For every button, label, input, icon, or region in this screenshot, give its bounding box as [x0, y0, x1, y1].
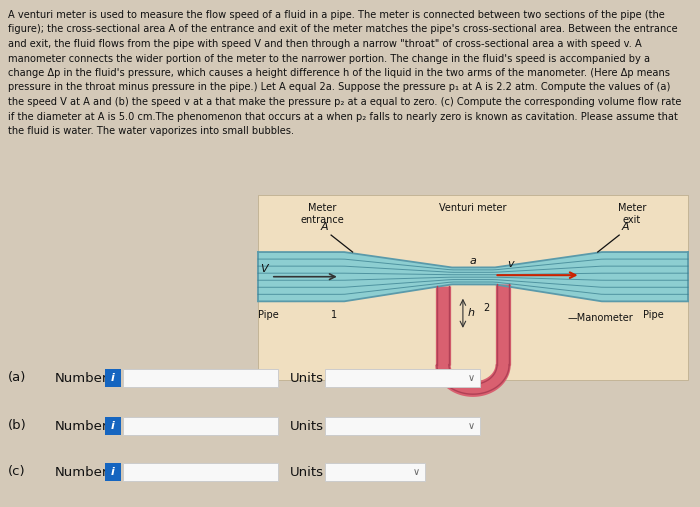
Text: 2: 2: [483, 303, 489, 312]
Text: i: i: [111, 373, 115, 383]
Bar: [258, 195, 688, 380]
Text: figure); the cross-sectional area A of the entrance and exit of the meter matche: figure); the cross-sectional area A of t…: [8, 24, 678, 34]
Text: the fluid is water. The water vaporizes into small bubbles.: the fluid is water. The water vaporizes …: [8, 126, 294, 136]
Bar: [105, 417, 121, 435]
Text: ∨: ∨: [468, 421, 475, 431]
Bar: [105, 369, 121, 387]
Bar: [123, 369, 278, 387]
Text: i: i: [111, 421, 115, 431]
Bar: [325, 369, 480, 387]
Text: i: i: [111, 467, 115, 477]
Text: Number: Number: [55, 465, 108, 479]
Text: —Manometer: —Manometer: [568, 313, 634, 323]
Text: h: h: [468, 308, 475, 318]
Text: manometer connects the wider portion of the meter to the narrower portion. The c: manometer connects the wider portion of …: [8, 54, 650, 63]
Text: Number: Number: [55, 419, 108, 432]
Bar: [325, 463, 425, 481]
Bar: [105, 463, 121, 481]
Text: if the diameter at A is 5.0 cm.The phenomenon that occurs at a when p₂ falls to : if the diameter at A is 5.0 cm.The pheno…: [8, 112, 678, 122]
Text: Meter
exit: Meter exit: [618, 203, 646, 225]
Text: change Δp in the fluid's pressure, which causes a height difference h of the liq: change Δp in the fluid's pressure, which…: [8, 68, 670, 78]
Text: Pipe: Pipe: [643, 310, 664, 320]
Text: 1: 1: [331, 310, 337, 320]
Text: Meter
entrance: Meter entrance: [300, 203, 344, 225]
Text: Venturi meter: Venturi meter: [440, 203, 507, 213]
Polygon shape: [258, 252, 688, 301]
Bar: [123, 463, 278, 481]
Text: a: a: [470, 257, 477, 266]
Text: (a): (a): [8, 372, 27, 384]
Text: A: A: [622, 223, 629, 232]
Text: Units: Units: [290, 372, 324, 384]
Text: pressure in the throat minus pressure in the pipe.) Let A equal 2a. Suppose the : pressure in the throat minus pressure in…: [8, 83, 671, 92]
Text: ∨: ∨: [413, 467, 420, 477]
Text: (b): (b): [8, 419, 27, 432]
Text: the speed V at A and (b) the speed v at a that make the pressure p₂ at a equal t: the speed V at A and (b) the speed v at …: [8, 97, 681, 107]
Text: ∨: ∨: [468, 373, 475, 383]
Text: and exit, the fluid flows from the pipe with speed V and then through a narrow ": and exit, the fluid flows from the pipe …: [8, 39, 642, 49]
Text: Units: Units: [290, 419, 324, 432]
Text: Number: Number: [55, 372, 108, 384]
Bar: [123, 417, 278, 435]
Text: A venturi meter is used to measure the flow speed of a fluid in a pipe. The mete: A venturi meter is used to measure the f…: [8, 10, 665, 20]
Text: Units: Units: [290, 465, 324, 479]
Text: Pipe: Pipe: [258, 310, 279, 320]
Text: V: V: [260, 264, 268, 274]
Text: (c): (c): [8, 465, 26, 479]
Text: A: A: [321, 223, 328, 232]
Bar: [325, 417, 480, 435]
Text: v: v: [508, 260, 514, 269]
